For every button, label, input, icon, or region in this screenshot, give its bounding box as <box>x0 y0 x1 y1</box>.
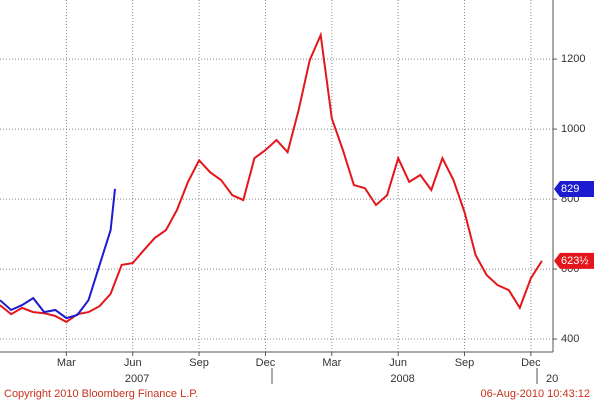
last-value-badge <box>554 252 594 269</box>
last-value-label: 829 <box>561 183 579 195</box>
series-line <box>0 188 116 320</box>
last-value-badge <box>554 180 594 197</box>
y-tick-label: 1000 <box>561 123 585 135</box>
x-tick-label: Dec <box>521 357 541 369</box>
x-tick-label: Dec <box>256 357 276 369</box>
last-value-label: 623½ <box>561 255 589 267</box>
series-line <box>0 31 543 324</box>
copyright: Copyright 2010 Bloomberg Finance L.P. <box>4 388 198 400</box>
y-tick-label: 1200 <box>561 53 585 65</box>
y-tick-label: 400 <box>561 333 579 345</box>
x-tick-label: Jun <box>389 357 407 369</box>
x-tick-label: Sep <box>455 357 475 369</box>
x-tick-label: Sep <box>189 357 209 369</box>
year-label: 2007 <box>125 373 149 385</box>
x-tick-label: Jun <box>124 357 142 369</box>
timestamp: 06-Aug-2010 10:43:12 <box>481 388 590 400</box>
year-label: 20 <box>546 373 558 385</box>
plot-area <box>0 31 543 324</box>
year-label: 2008 <box>390 373 414 385</box>
x-tick-label: Mar <box>57 357 76 369</box>
x-tick-label: Mar <box>322 357 341 369</box>
